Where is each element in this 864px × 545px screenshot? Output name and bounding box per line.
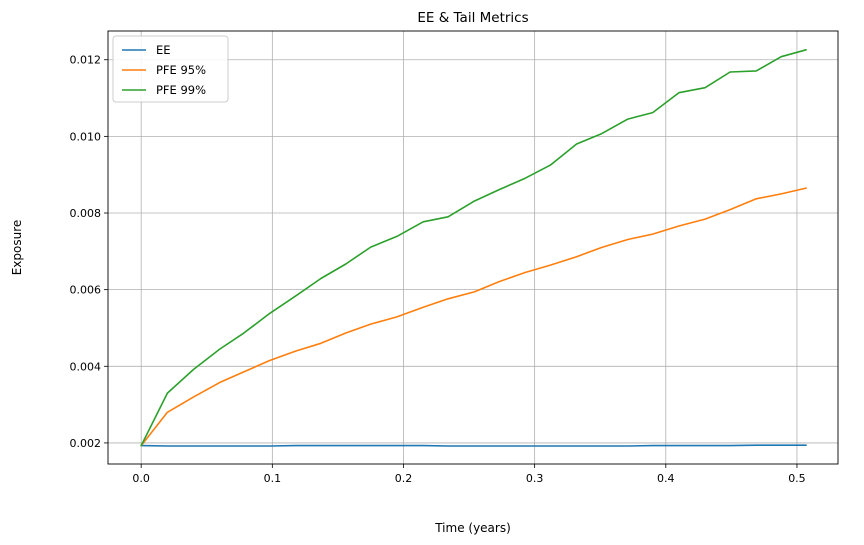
x-tick-label: 0.4: [657, 472, 675, 485]
x-tick-label: 0.3: [526, 472, 544, 485]
x-tick-label: 0.5: [788, 472, 806, 485]
grid: [108, 31, 838, 464]
series-line-ee: [140, 444, 807, 447]
y-axis-label: Exposure: [10, 220, 24, 276]
x-axis-label: Time (years): [434, 521, 511, 535]
legend-box: [112, 35, 229, 103]
y-tick-label: 0.008: [70, 207, 102, 220]
legend-label: PFE 95%: [156, 63, 206, 77]
legend-label: PFE 99%: [156, 83, 206, 97]
series-layer: [140, 48, 807, 447]
y-tick-label: 0.006: [70, 284, 102, 297]
ticks: 0.0 0.1 0.2 0.3 0.4 0.5 0.002 0.004 0.006 0.008 0.…: [70, 54, 806, 485]
x-tick-label: 0.1: [264, 472, 282, 485]
y-tick-label: 0.012: [70, 54, 102, 67]
x-tick-label: 0.2: [395, 472, 413, 485]
legend: EE PFE 95% PFE 99%: [112, 35, 229, 103]
chart-title: EE & Tail Metrics: [417, 10, 528, 26]
y-tick-label: 0.010: [70, 130, 102, 143]
y-tick-label: 0.004: [70, 360, 102, 373]
plot-frame: [107, 30, 839, 465]
series-line-pfe-99: [140, 48, 807, 447]
series-line-pfe-95: [140, 187, 807, 447]
x-tick-label: 0.0: [132, 472, 150, 485]
y-tick-label: 0.002: [70, 437, 102, 450]
legend-label: EE: [156, 43, 171, 57]
